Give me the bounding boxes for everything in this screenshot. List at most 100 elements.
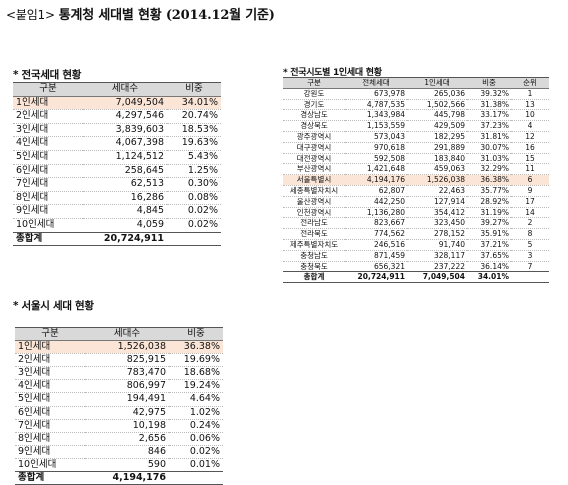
seoul-cell: 194,491 — [85, 392, 169, 407]
regions-cell: 17 — [511, 196, 549, 208]
regions-cell: 774,562 — [345, 228, 407, 240]
regions-cell: 14 — [511, 207, 549, 219]
seoul-cell: 3인세대 — [15, 366, 85, 381]
national-body: 1인세대 7,049,504 34.01% 2인세대 4,297,546 20.74% 3인… — [13, 96, 221, 247]
regions-row: 울산광역시 442,250 127,914 28.92% 17 — [283, 196, 549, 208]
regions-cell: 36.14% — [467, 261, 511, 273]
national-cell: 34.01% — [167, 96, 221, 111]
regions-cell: 31.38% — [467, 99, 511, 111]
seoul-cell: 8인세대 — [15, 432, 85, 446]
seoul-cell: 4인세대 — [15, 379, 85, 394]
regions-row: 전라남도 823,667 323,450 39.27% 2 — [283, 217, 549, 230]
regions-section-label: * 전국시도별 1인세대 현황 — [283, 68, 382, 78]
seoul-header-cell: 구분 — [15, 326, 85, 342]
regions-row: 강원도 673,978 265,036 39.32% 1 — [283, 88, 549, 100]
regions-cell: 6 — [511, 174, 549, 186]
national-cell: 19.63% — [167, 136, 221, 151]
regions-cell: 전라남도 — [283, 217, 345, 230]
regions-row: 경상북도 1,153,559 429,509 37.23% 4 — [283, 120, 549, 132]
national-total-row: 총합계 20,724,911 — [13, 231, 221, 247]
regions-row: 서울특별시 4,194,176 1,526,038 36.38% 6 — [283, 174, 549, 186]
seoul-row: 2인세대 825,915 19.69% — [15, 353, 223, 368]
regions-cell: 4,787,535 — [345, 99, 407, 111]
national-cell: 0.08% — [167, 191, 221, 206]
seoul-row: 3인세대 783,470 18.68% — [15, 366, 223, 381]
national-total-cell: 총합계 — [13, 231, 83, 247]
regions-cell: 278,152 — [407, 228, 467, 240]
national-row: 4인세대 4,067,398 19.63% — [13, 136, 221, 151]
regions-cell: 3 — [511, 250, 549, 262]
seoul-row: 10인세대 590 0.01% — [15, 458, 223, 473]
seoul-total-row: 총합계 4,194,176 — [15, 471, 223, 485]
regions-cell: 경기도 — [283, 99, 345, 111]
regions-cell: 인천광역시 — [283, 207, 345, 219]
regions-cell: 강원도 — [283, 88, 345, 100]
national-header-cell: 세대수 — [83, 82, 167, 97]
national-cell: 4,067,398 — [83, 136, 167, 151]
regions-cell: 323,450 — [407, 217, 467, 230]
regions-cell: 대전광역시 — [283, 153, 345, 165]
regions-row: 전라북도 774,562 278,152 35.91% 8 — [283, 228, 549, 240]
national-total-cell — [167, 231, 221, 247]
regions-table: 구분 전체세대 1인세대 비중 순위 강원도 673,978 265,036 39.32% 1 경… — [283, 77, 549, 284]
seoul-cell: 36.38% — [169, 340, 223, 355]
national-cell: 9인세대 — [13, 204, 83, 219]
regions-body: 강원도 673,978 265,036 39.32% 1 경기도 4,787,535 1,50… — [283, 88, 549, 284]
seoul-row: 4인세대 806,997 19.24% — [15, 379, 223, 394]
regions-cell: 1,136,280 — [345, 207, 407, 219]
regions-cell: 7 — [511, 261, 549, 273]
regions-row: 세종특별자치시 62,807 22,463 35.77% 9 — [283, 185, 549, 197]
regions-total-cell: 34.01% — [467, 271, 511, 284]
regions-cell: 354,412 — [407, 207, 467, 219]
national-cell: 3인세대 — [13, 123, 83, 138]
seoul-cell: 7인세대 — [15, 419, 85, 433]
national-section-label: * 전국세대 현황 — [13, 69, 82, 81]
regions-cell: 246,516 — [345, 239, 407, 251]
title-prefix: <붙임1> — [6, 8, 55, 22]
regions-cell: 부산광역시 — [283, 163, 345, 176]
regions-cell: 265,036 — [407, 88, 467, 100]
regions-cell: 8 — [511, 228, 549, 240]
regions-cell: 429,509 — [407, 120, 467, 132]
regions-cell: 871,459 — [345, 250, 407, 262]
regions-cell: 35.91% — [467, 228, 511, 240]
regions-row: 대전광역시 592,508 183,840 31.03% 15 — [283, 153, 549, 165]
regions-cell: 459,063 — [407, 163, 467, 176]
regions-cell: 4 — [511, 120, 549, 132]
regions-row: 제주특별자치도 246,516 91,740 37.21% 5 — [283, 239, 549, 251]
document-title: <붙임1> 통계청 세대별 현황 (2014.12월 기준) — [6, 4, 275, 23]
regions-cell: 1 — [511, 88, 549, 100]
regions-cell: 33.17% — [467, 109, 511, 122]
regions-cell: 62,807 — [345, 185, 407, 197]
regions-total-cell: 20,724,911 — [345, 271, 407, 284]
seoul-cell: 0.24% — [169, 419, 223, 433]
regions-row: 광주광역시 573,043 182,295 31.81% 12 — [283, 131, 549, 143]
seoul-cell: 1.02% — [169, 406, 223, 420]
national-cell: 10인세대 — [13, 218, 83, 233]
regions-cell: 1,343,984 — [345, 109, 407, 122]
regions-cell: 9 — [511, 185, 549, 197]
regions-cell: 592,508 — [345, 153, 407, 165]
regions-cell: 183,840 — [407, 153, 467, 165]
regions-row: 경상남도 1,343,984 445,798 33.17% 10 — [283, 109, 549, 122]
regions-cell: 37.23% — [467, 120, 511, 132]
national-cell: 0.02% — [167, 218, 221, 233]
national-row: 3인세대 3,839,603 18.53% — [13, 123, 221, 138]
regions-cell: 31.81% — [467, 131, 511, 143]
regions-cell: 12 — [511, 131, 549, 143]
regions-cell: 울산광역시 — [283, 196, 345, 208]
national-total-cell: 20,724,911 — [83, 231, 167, 247]
national-cell: 2인세대 — [13, 109, 83, 124]
national-row: 5인세대 1,124,512 5.43% — [13, 150, 221, 165]
seoul-row: 9인세대 846 0.02% — [15, 445, 223, 459]
regions-cell: 970,618 — [345, 142, 407, 154]
regions-cell: 5 — [511, 239, 549, 251]
regions-cell: 328,117 — [407, 250, 467, 262]
seoul-total-cell — [169, 471, 223, 485]
seoul-cell: 10,198 — [85, 419, 169, 433]
regions-cell: 237,222 — [407, 261, 467, 273]
national-cell: 4,297,546 — [83, 109, 167, 124]
regions-cell: 36.38% — [467, 174, 511, 186]
national-row: 6인세대 258,645 1.25% — [13, 164, 221, 179]
regions-row: 충청남도 871,459 328,117 37.65% 3 — [283, 250, 549, 262]
